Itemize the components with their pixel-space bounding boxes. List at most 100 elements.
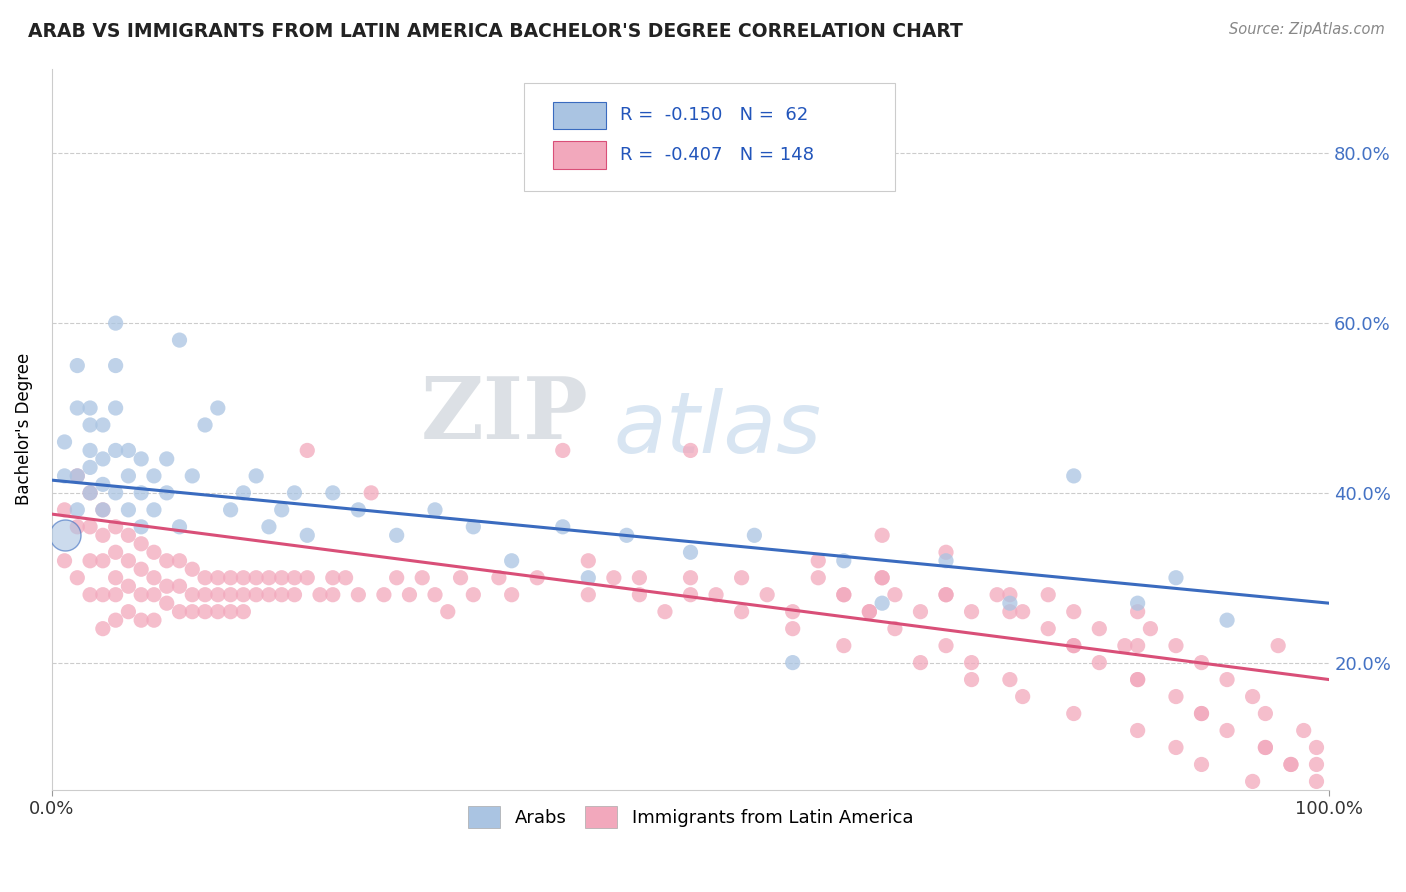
Point [104, 359, 127, 373]
Point [1164, 740, 1187, 755]
Point [1305, 757, 1327, 772]
Text: Source: ZipAtlas.com: Source: ZipAtlas.com [1229, 22, 1385, 37]
Point [257, 520, 280, 534]
Point [283, 486, 305, 500]
Point [679, 571, 702, 585]
Point [270, 571, 292, 585]
Point [91, 503, 114, 517]
Point [245, 571, 267, 585]
Point [335, 571, 357, 585]
Point [79, 588, 101, 602]
Point [257, 571, 280, 585]
Point [156, 451, 179, 466]
Point [883, 588, 905, 602]
Point [117, 554, 139, 568]
Point [91, 622, 114, 636]
Point [117, 528, 139, 542]
Point [66, 401, 89, 415]
Point [1254, 706, 1277, 721]
Point [1088, 622, 1111, 636]
Point [245, 469, 267, 483]
Point [104, 545, 127, 559]
Point [385, 528, 408, 542]
Point [169, 605, 191, 619]
Point [142, 571, 165, 585]
Point [142, 503, 165, 517]
Legend: Arabs, Immigrants from Latin America: Arabs, Immigrants from Latin America [461, 798, 921, 835]
Point [169, 520, 191, 534]
Point [219, 605, 242, 619]
Point [79, 486, 101, 500]
Point [156, 596, 179, 610]
Point [870, 571, 893, 585]
Point [1139, 622, 1161, 636]
Point [66, 469, 89, 483]
Point [551, 443, 574, 458]
Point [998, 605, 1021, 619]
Point [807, 571, 830, 585]
Point [398, 588, 420, 602]
Point [1126, 639, 1149, 653]
Point [297, 443, 319, 458]
Point [1126, 605, 1149, 619]
Point [1011, 690, 1033, 704]
Point [832, 588, 855, 602]
Point [998, 588, 1021, 602]
Point [654, 605, 676, 619]
Point [935, 639, 957, 653]
Point [232, 588, 254, 602]
Point [1279, 757, 1302, 772]
Point [1216, 673, 1239, 687]
FancyBboxPatch shape [524, 83, 894, 191]
Point [501, 554, 523, 568]
Point [1126, 673, 1149, 687]
Point [194, 571, 217, 585]
Point [129, 537, 152, 551]
Point [526, 571, 548, 585]
Point [730, 571, 752, 585]
Point [181, 469, 204, 483]
Point [730, 605, 752, 619]
Point [1254, 740, 1277, 755]
Point [1164, 571, 1187, 585]
Point [960, 673, 983, 687]
Point [91, 528, 114, 542]
Point [117, 503, 139, 517]
Point [1126, 673, 1149, 687]
Point [104, 571, 127, 585]
Point [373, 588, 395, 602]
Point [679, 443, 702, 458]
Point [66, 520, 89, 534]
Point [1267, 639, 1289, 653]
Point [423, 503, 446, 517]
Point [219, 588, 242, 602]
Point [66, 469, 89, 483]
Point [423, 588, 446, 602]
Point [283, 588, 305, 602]
Point [832, 639, 855, 653]
Point [117, 469, 139, 483]
Point [1191, 757, 1213, 772]
Point [232, 486, 254, 500]
Point [156, 579, 179, 593]
Point [91, 554, 114, 568]
Point [53, 503, 76, 517]
Point [79, 520, 101, 534]
Point [1216, 723, 1239, 738]
Point [616, 528, 638, 542]
Point [501, 588, 523, 602]
Point [322, 571, 344, 585]
Point [1305, 740, 1327, 755]
Point [232, 605, 254, 619]
Point [156, 554, 179, 568]
Point [91, 503, 114, 517]
Point [998, 673, 1021, 687]
Point [66, 359, 89, 373]
FancyBboxPatch shape [553, 141, 606, 169]
Point [181, 562, 204, 576]
Point [576, 588, 599, 602]
Point [129, 588, 152, 602]
Point [628, 571, 651, 585]
Point [411, 571, 433, 585]
Point [1063, 469, 1085, 483]
